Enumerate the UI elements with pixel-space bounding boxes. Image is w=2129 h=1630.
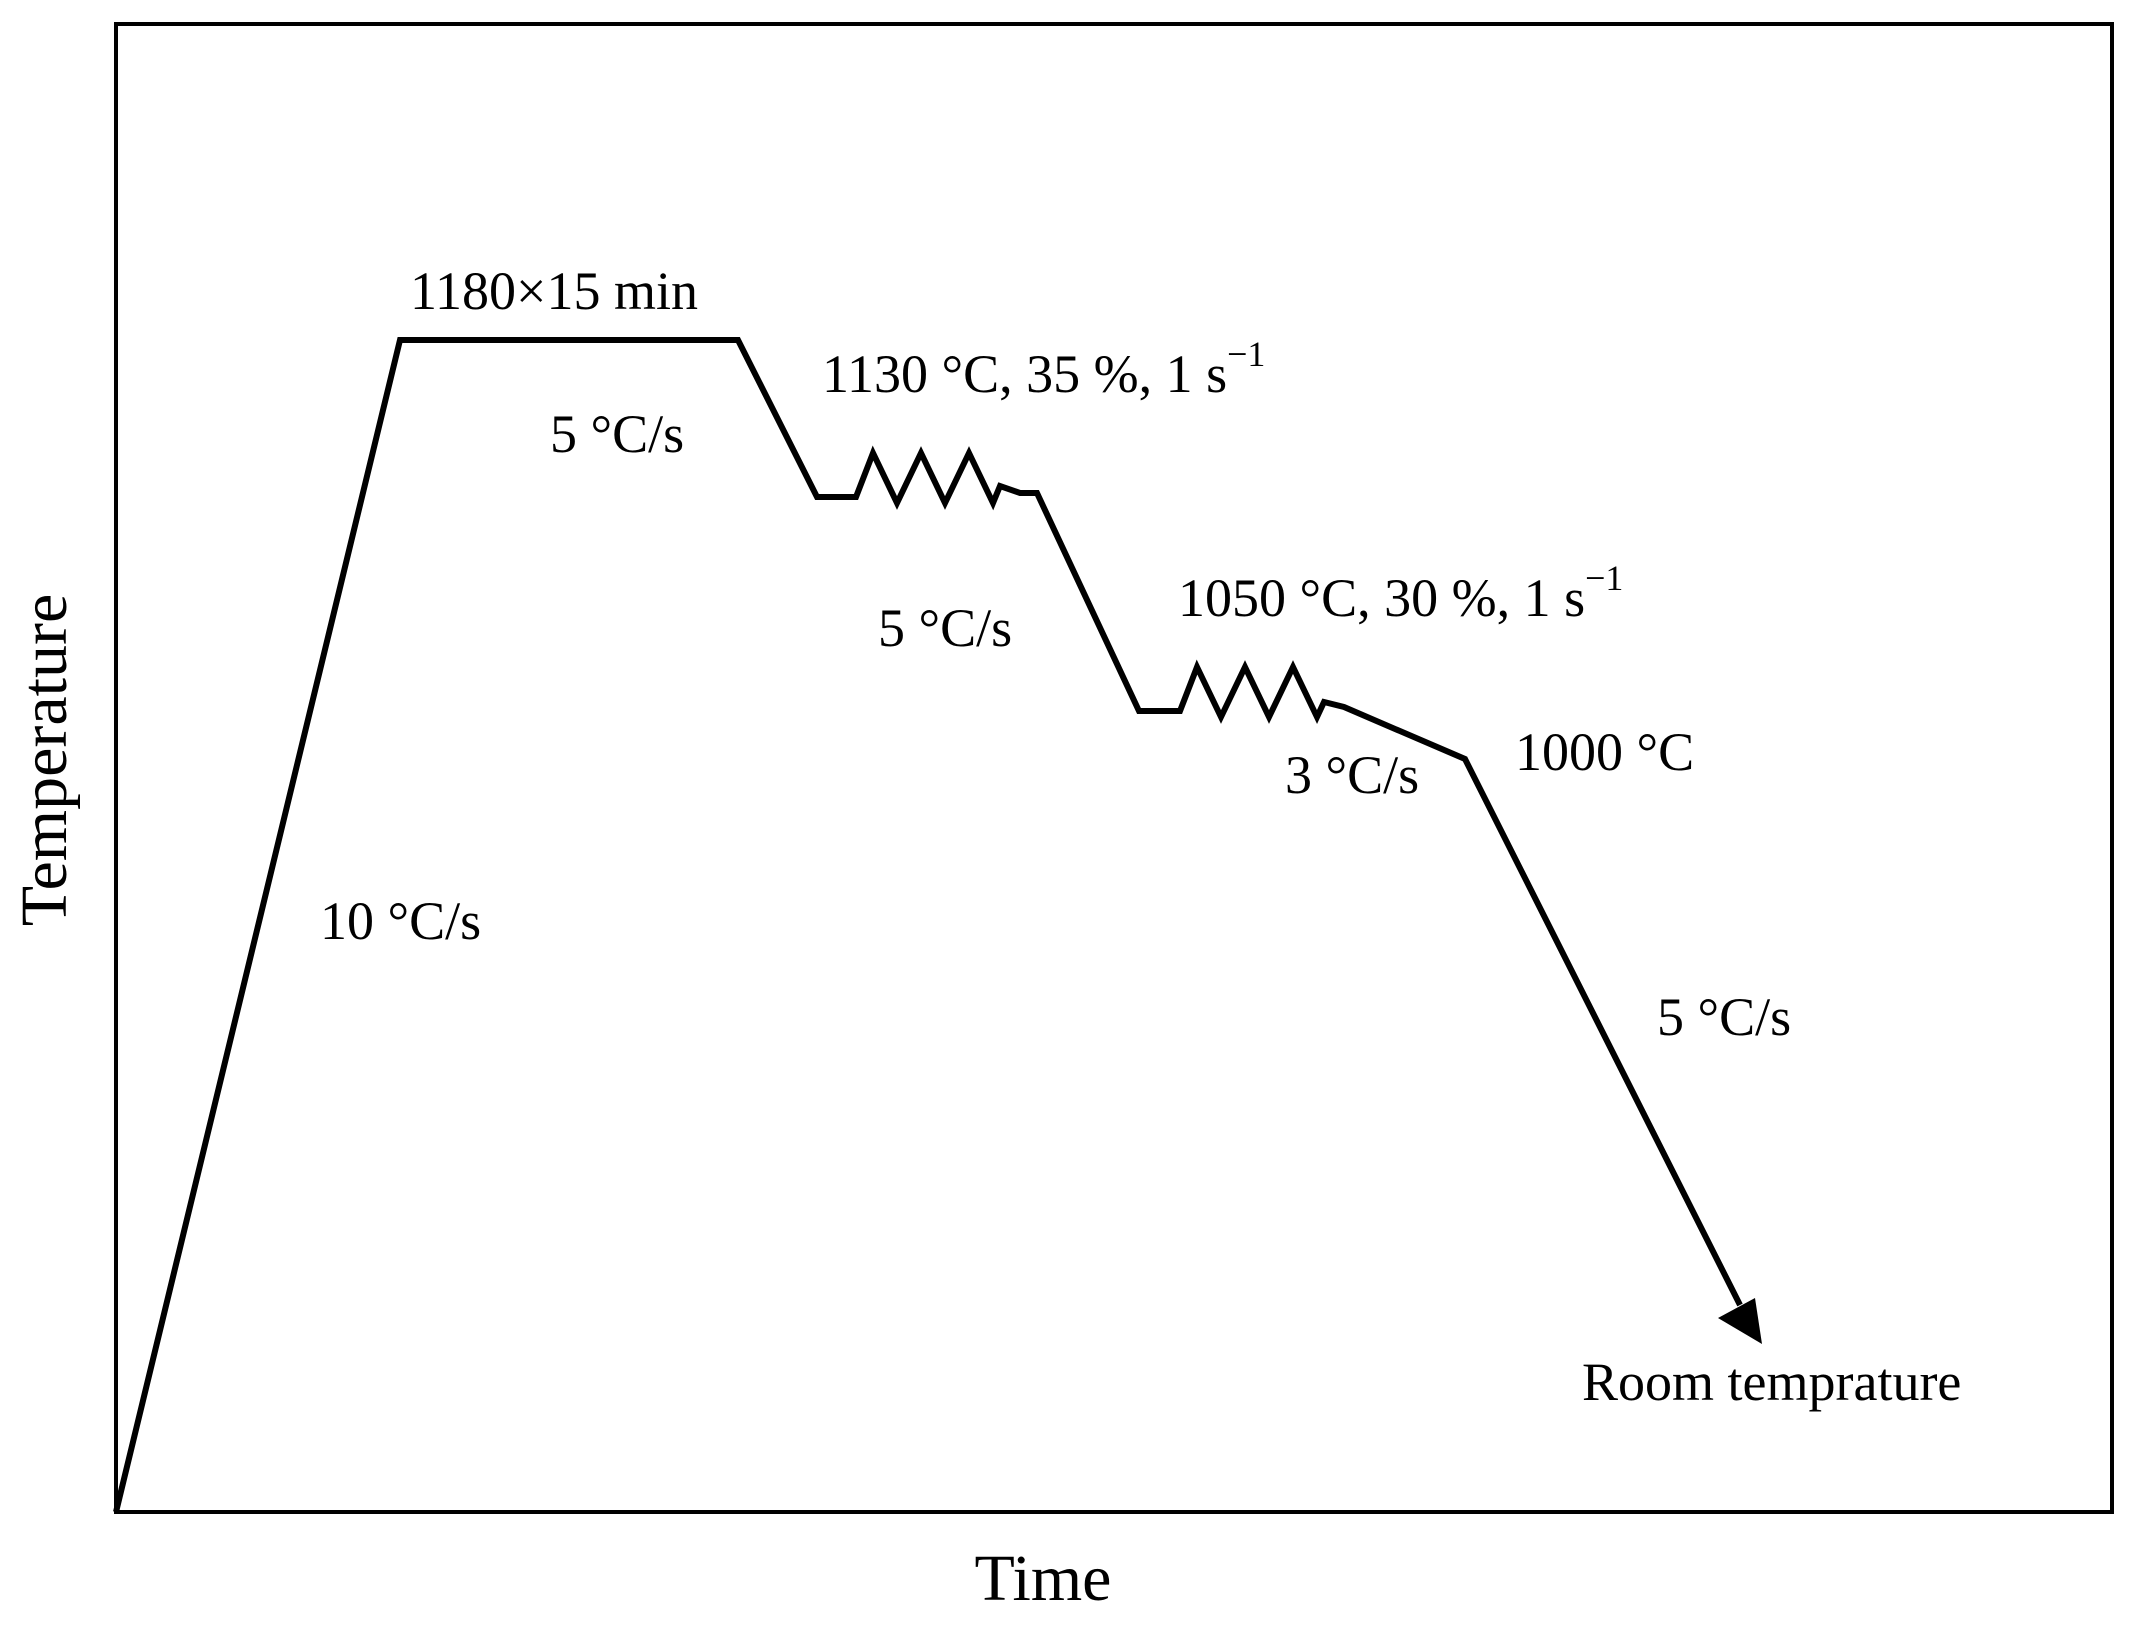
room-temperature-label: Room temprature	[1582, 1352, 1961, 1412]
hold-label: 1180×15 min	[410, 261, 698, 321]
plot-frame	[114, 22, 2114, 1514]
arrow-head	[1718, 1298, 1762, 1344]
cooling-rate-label-3: 3 °C/s	[1285, 745, 1419, 805]
finish-temperature-label: 1000 °C	[1515, 722, 1694, 782]
cooling-rate-label-1: 5 °C/s	[550, 404, 684, 464]
deformation-label-1: 1130 °C, 35 %, 1 s−1	[822, 334, 1265, 404]
heating-rate-label: 10 °C/s	[320, 891, 481, 951]
y-axis-title: Temperature	[8, 594, 81, 927]
x-axis-title: Time	[975, 1542, 1112, 1615]
deformation-label-2: 1050 °C, 30 %, 1 s−1	[1178, 558, 1623, 628]
cooling-rate-label-2: 5 °C/s	[878, 598, 1012, 658]
final-cooling-rate-label: 5 °C/s	[1657, 987, 1791, 1047]
process-path	[113, 337, 1743, 1513]
